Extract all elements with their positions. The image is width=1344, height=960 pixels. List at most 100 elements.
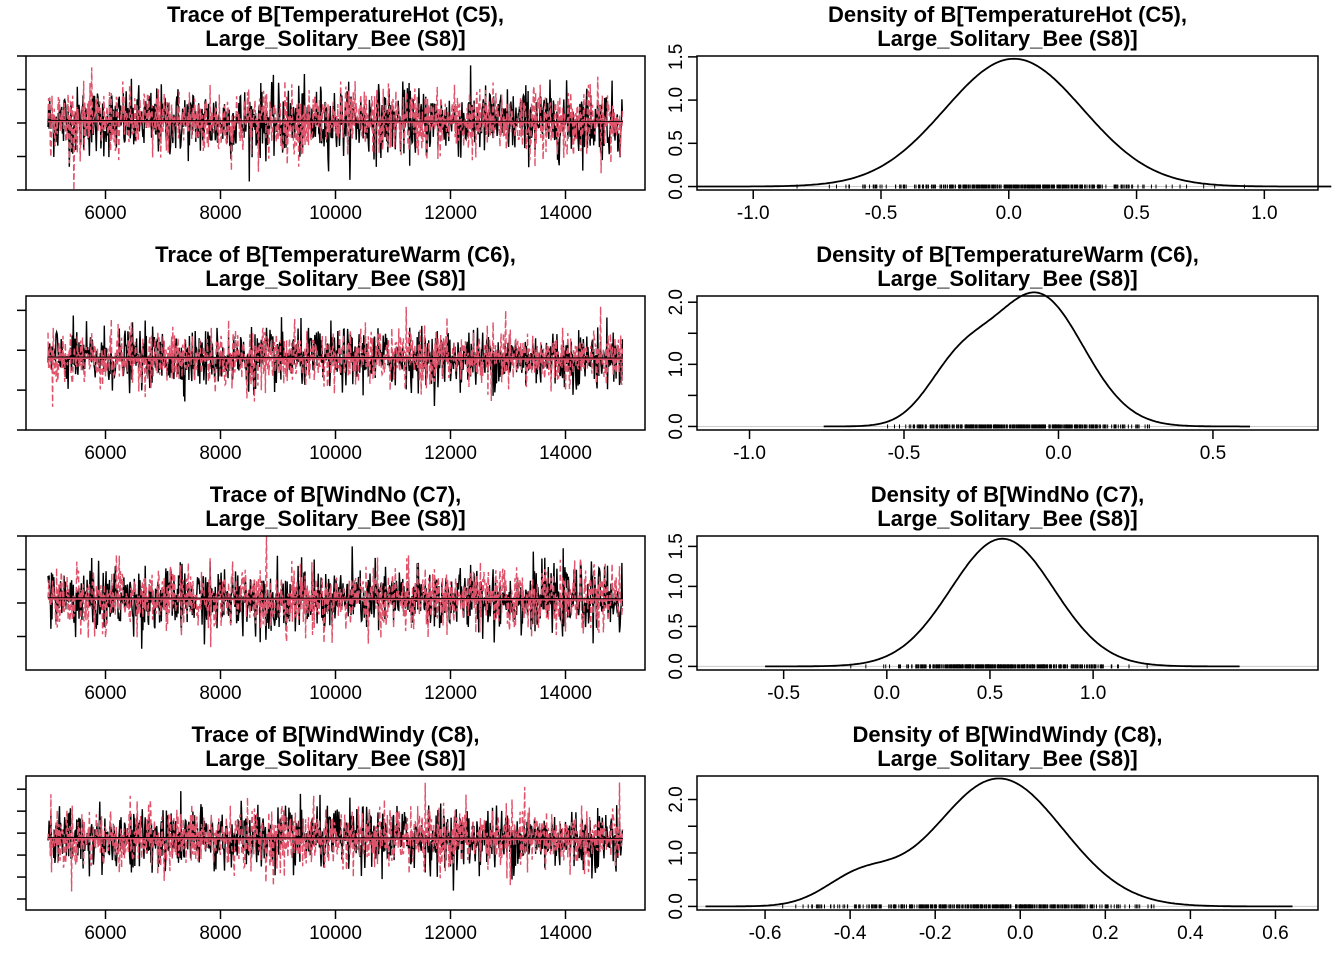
plot-title: Trace of B[TemperatureHot (C5), Large_Sol… xyxy=(167,2,504,51)
plot-frame xyxy=(25,295,646,431)
x-tick-label: 10000 xyxy=(309,923,362,944)
density-curve xyxy=(765,537,1240,668)
x-tick-label: 10000 xyxy=(309,203,362,224)
x-tick-label: -0.5 xyxy=(888,443,921,464)
plot-title: Trace of B[TemperatureWarm (C6), Large_So… xyxy=(155,242,516,291)
x-tick-label: 14000 xyxy=(539,923,592,944)
y-tick-label: 1.0 xyxy=(666,573,687,599)
y-tick-label: 0.0 xyxy=(666,653,687,679)
plot-title: Trace of B[WindWindy (C8), Large_Solitary… xyxy=(191,722,479,771)
x-tick-label: 0.0 xyxy=(1045,443,1071,464)
x-tick-label: 0.4 xyxy=(1177,923,1204,944)
running-mean-line xyxy=(47,598,624,601)
plot-title-line: Large_Solitary_Bee (S8)] xyxy=(877,506,1137,531)
plot-title-line: Large_Solitary_Bee (S8)] xyxy=(877,746,1137,771)
density-panel: Density of B[WindWindy (C8), Large_Solita… xyxy=(666,722,1319,944)
plot-title: Density of B[TemperatureHot (C5), Large_S… xyxy=(828,2,1187,51)
running-mean-line xyxy=(47,119,624,123)
x-tick-label: -0.5 xyxy=(865,203,898,224)
x-tick-label: 1.0 xyxy=(1080,683,1106,704)
x-tick-label: -1.0 xyxy=(737,203,770,224)
running-mean-line xyxy=(47,357,624,360)
x-tick-label: -0.4 xyxy=(834,923,867,944)
y-tick-label: 2.0 xyxy=(666,786,687,812)
plot-title-line: Large_Solitary_Bee (S8)] xyxy=(877,266,1137,291)
y-tick-label: 0.0 xyxy=(666,893,687,919)
x-tick-label: 8000 xyxy=(199,923,241,944)
x-tick-label: 12000 xyxy=(424,683,477,704)
plot-title-line: Density of B[TemperatureHot (C5), xyxy=(828,2,1187,27)
plot-title-line: Large_Solitary_Bee (S8)] xyxy=(205,266,465,291)
plot-title: Density of B[WindWindy (C8), Large_Solita… xyxy=(852,722,1162,771)
plot-frame xyxy=(696,535,1319,671)
x-tick-label: 10000 xyxy=(309,443,362,464)
x-tick-label: -1.0 xyxy=(733,443,766,464)
density-panel: Density of B[TemperatureHot (C5), Large_S… xyxy=(666,2,1332,224)
y-tick-label: 0.5 xyxy=(666,130,687,156)
y-tick-label: 2.0 xyxy=(666,289,687,315)
plot-title-line: Large_Solitary_Bee (S8)] xyxy=(205,26,465,51)
x-tick-label: -0.6 xyxy=(749,923,782,944)
x-tick-label: 0.2 xyxy=(1092,923,1118,944)
x-tick-label: 8000 xyxy=(199,683,241,704)
x-tick-label: 6000 xyxy=(84,683,126,704)
x-tick-label: 0.5 xyxy=(977,683,1003,704)
plot-frame xyxy=(25,775,646,911)
y-tick-label: 0.0 xyxy=(666,173,687,199)
trace-panel: Trace of B[TemperatureWarm (C6), Large_So… xyxy=(17,242,646,464)
x-tick-label: 14000 xyxy=(539,443,592,464)
x-tick-label: 8000 xyxy=(199,203,241,224)
x-tick-label: 0.0 xyxy=(996,203,1022,224)
x-tick-label: 0.0 xyxy=(1007,923,1033,944)
y-tick-label: 1.0 xyxy=(666,87,687,113)
plot-title: Trace of B[WindNo (C7), Large_Solitary_Be… xyxy=(205,482,465,531)
plot-title-line: Density of B[TemperatureWarm (C6), xyxy=(816,242,1199,267)
x-tick-label: 14000 xyxy=(539,203,592,224)
y-tick-label: 0.0 xyxy=(666,413,687,439)
trace-panel: Trace of B[TemperatureHot (C5), Large_Sol… xyxy=(17,2,646,224)
running-mean-line xyxy=(47,120,624,124)
plot-title-line: Trace of B[TemperatureWarm (C6), xyxy=(155,242,516,267)
plot-title-line: Trace of B[WindWindy (C8), xyxy=(191,722,479,747)
x-tick-label: 6000 xyxy=(84,923,126,944)
x-tick-label: 12000 xyxy=(424,923,477,944)
plot-title-line: Large_Solitary_Bee (S8)] xyxy=(205,506,465,531)
x-tick-label: 6000 xyxy=(84,443,126,464)
plot-title-line: Trace of B[WindNo (C7), xyxy=(210,482,462,507)
x-tick-label: 0.5 xyxy=(1123,203,1149,224)
plot-title-line: Large_Solitary_Bee (S8)] xyxy=(205,746,465,771)
running-mean-line xyxy=(47,837,624,841)
density-panel: Density of B[WindNo (C7), Large_Solitary_… xyxy=(666,482,1319,704)
x-tick-label: 0.0 xyxy=(874,683,900,704)
chain-2-line xyxy=(47,535,624,648)
plot-frame xyxy=(696,775,1319,911)
plot-frame xyxy=(696,295,1319,431)
y-tick-label: 1.0 xyxy=(666,351,687,377)
plot-title-line: Trace of B[TemperatureHot (C5), xyxy=(167,2,504,27)
plot-title: Density of B[TemperatureWarm (C6), Large_… xyxy=(816,242,1199,291)
plot-title-line: Density of B[WindNo (C7), xyxy=(871,482,1145,507)
plot-frame xyxy=(25,55,646,191)
x-tick-label: 6000 xyxy=(84,203,126,224)
chain-2-line xyxy=(47,306,624,407)
density-curve xyxy=(705,777,1293,908)
x-tick-label: 0.5 xyxy=(1200,443,1226,464)
y-tick-label: 1.5 xyxy=(666,533,687,559)
x-tick-label: 12000 xyxy=(424,203,477,224)
running-mean-line xyxy=(47,356,624,359)
plot-title-line: Large_Solitary_Bee (S8)] xyxy=(877,26,1137,51)
density-curve xyxy=(696,57,1332,188)
y-tick-label: 1.0 xyxy=(666,840,687,866)
chain-2-line xyxy=(47,782,624,892)
plot-title: Density of B[WindNo (C7), Large_Solitary_… xyxy=(871,482,1145,531)
y-tick-label: 1.5 xyxy=(666,44,687,70)
running-mean-line xyxy=(47,836,624,840)
trace-panel: Trace of B[WindWindy (C8), Large_Solitary… xyxy=(17,722,646,944)
x-tick-label: 12000 xyxy=(424,443,477,464)
x-tick-label: -0.5 xyxy=(767,683,800,704)
plot-frame xyxy=(696,55,1319,191)
plot-frame xyxy=(25,535,646,671)
trace-panel: Trace of B[WindNo (C7), Large_Solitary_Be… xyxy=(17,482,646,704)
density-panel: Density of B[TemperatureWarm (C6), Large_… xyxy=(666,242,1319,464)
